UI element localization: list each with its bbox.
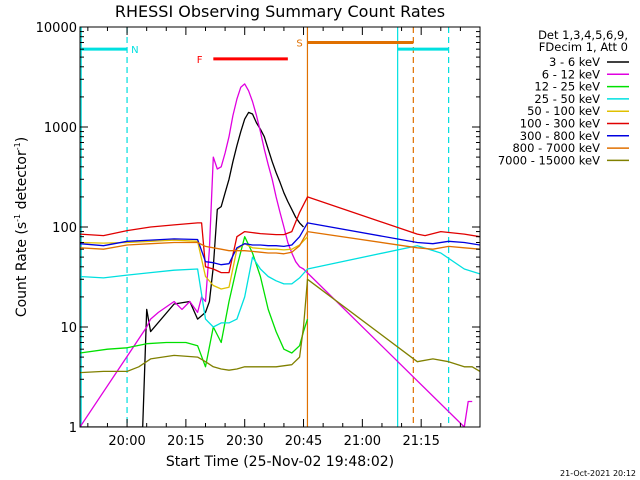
series-line-8: [80, 278, 480, 374]
y-tick-label-3: 1000: [44, 121, 77, 136]
series-line-3: [80, 245, 480, 328]
series-line-0: [80, 111, 304, 427]
legend: Det 1,3,4,5,6,9,FDecim 1, Att 03 - 6 keV…: [498, 28, 629, 167]
legend-label-2: 12 - 25 keV: [534, 80, 600, 94]
series-line-4: [80, 236, 308, 290]
x-tick-label-5: 21:15: [402, 434, 439, 449]
legend-label-7: 800 - 7000 keV: [512, 141, 600, 155]
x-tick-label-4: 21:00: [344, 434, 381, 449]
y-axis-ticks: 1 10 100 1000 10000: [36, 21, 480, 436]
legend-label-3: 25 - 50 keV: [534, 92, 600, 106]
series-line-5: [80, 196, 480, 274]
legend-label-5: 100 - 300 keV: [520, 117, 600, 131]
series-line-7: [80, 230, 480, 255]
series-lines: [80, 83, 480, 427]
x-tick-label-0: 20:00: [108, 434, 145, 449]
y-tick-label-1: 10: [60, 321, 77, 336]
x-axis-label: Start Time (25-Nov-02 19:48:02): [166, 454, 394, 470]
legend-label-8: 7000 - 15000 keV: [498, 153, 600, 167]
series-line-6: [80, 222, 480, 266]
chart-title: RHESSI Observing Summary Count Rates: [115, 2, 445, 21]
y-tick-label-0: 1: [69, 421, 77, 436]
y-tick-label-2: 100: [52, 221, 77, 236]
series-line-2: [80, 236, 309, 368]
timestamp: 21-Oct-2021 20:12: [560, 469, 636, 478]
x-tick-label-1: 20:15: [167, 434, 204, 449]
x-tick-label-3: 20:45: [285, 434, 322, 449]
x-tick-label-2: 20:30: [226, 434, 263, 449]
legend-label-1: 6 - 12 keV: [542, 67, 600, 81]
legend-header-1: FDecim 1, Att 0: [539, 40, 628, 54]
y-tick-label-4: 10000: [36, 21, 77, 36]
marker-label-1: F: [197, 55, 203, 66]
x-axis-ticks: 20:00 20:15 20:30 20:45 21:00 21:15: [87, 27, 461, 449]
marker-label-2: S: [296, 38, 302, 49]
legend-header-0: Det 1,3,4,5,6,9,: [538, 28, 628, 42]
y-axis-label: Count Rate (s-1 detector-1): [13, 137, 30, 317]
marker-label-0: N: [131, 45, 138, 56]
legend-label-4: 50 - 100 keV: [527, 104, 600, 118]
legend-label-6: 300 - 800 keV: [520, 129, 600, 143]
series-line-1: [80, 83, 473, 427]
legend-label-0: 3 - 6 keV: [549, 55, 600, 69]
event-markers: N F S: [80, 38, 449, 66]
